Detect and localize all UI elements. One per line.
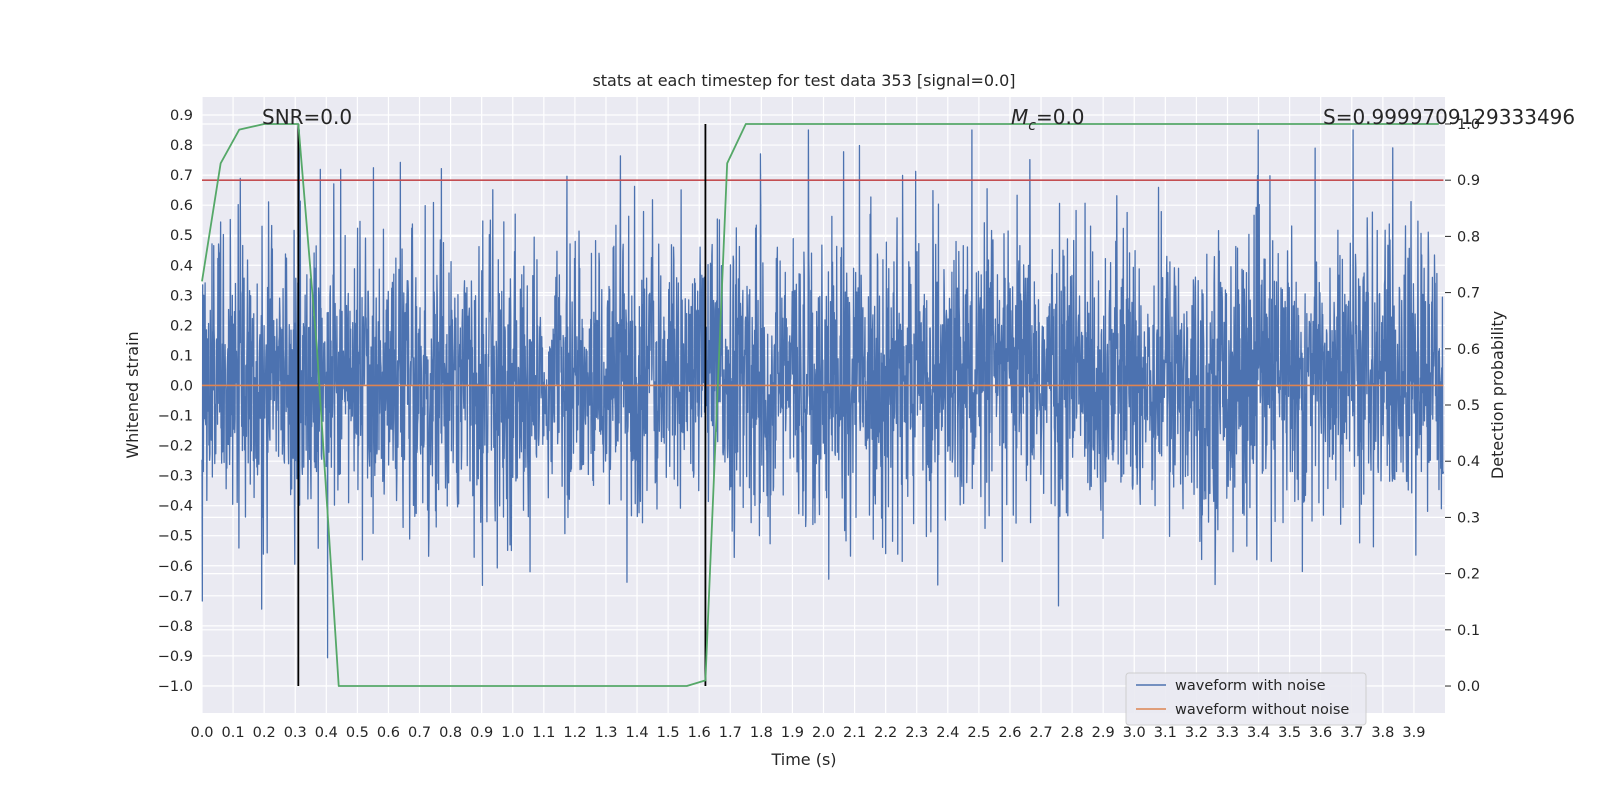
mc-subscript: c: [1028, 118, 1036, 134]
x-tick-label: 1.9: [781, 725, 804, 741]
mc-value: =0.0: [1036, 105, 1085, 129]
x-tick-label: 3.6: [1309, 725, 1332, 741]
y-tick-label: −0.1: [158, 409, 193, 425]
mc-annotation: Mc=0.0: [1011, 105, 1085, 134]
chart-title: stats at each timestep for test data 353…: [592, 71, 1015, 90]
y-tick-label: 0.5: [170, 228, 193, 244]
x-tick-label: 1.3: [594, 725, 617, 741]
y-tick-label: −0.2: [158, 439, 193, 455]
x-tick-label: 3.9: [1402, 725, 1425, 741]
x-axis-label: Time (s): [770, 750, 836, 769]
y-tick-label: −0.9: [158, 649, 193, 665]
lines-layer: [201, 123, 1444, 687]
x-tick-label: 2.9: [1092, 725, 1115, 741]
mc-symbol: M: [1011, 105, 1028, 129]
legend-label-noise: waveform with noise: [1175, 678, 1326, 694]
series-waveform-with-noise: [201, 129, 1445, 659]
x-tick-label: 0.6: [377, 725, 400, 741]
x-tick-label: 1.5: [657, 725, 680, 741]
x-tick-label: 3.3: [1216, 725, 1239, 741]
x-tick-label: 2.3: [905, 725, 928, 741]
x-tick-label: 1.2: [563, 725, 586, 741]
x-tick-label: 3.7: [1340, 725, 1363, 741]
y2-tick-label: 1.0: [1457, 117, 1480, 133]
series-detection-probability: [201, 123, 1439, 687]
y-tick-label: 0.6: [170, 198, 193, 214]
x-tick-label: 0.0: [190, 725, 213, 741]
x-tick-label: 0.9: [470, 725, 493, 741]
x-tick-label: 2.6: [998, 725, 1021, 741]
x-tick-label: 0.4: [315, 725, 338, 741]
x-tick-label: 0.3: [284, 725, 307, 741]
legend-box: [1125, 672, 1367, 726]
y2-tick-label: 0.9: [1457, 173, 1480, 189]
y-tick-label: −0.6: [158, 559, 193, 575]
y-tick-label: 0.8: [170, 138, 193, 154]
x-tick-label: 2.5: [967, 725, 990, 741]
x-tick-label: 2.4: [936, 725, 959, 741]
x-tick-label: 1.7: [719, 725, 742, 741]
x-tick-label: 2.7: [1029, 725, 1052, 741]
snr-annotation: SNR=0.0: [262, 105, 352, 129]
x-tick-label: 2.8: [1061, 725, 1084, 741]
y-tick-label: −0.4: [158, 499, 193, 515]
x-tick-label: 1.1: [532, 725, 555, 741]
y2-tick-label: 0.8: [1457, 229, 1480, 245]
y2-tick-label: 0.1: [1457, 623, 1480, 639]
x-tick-label: 2.0: [812, 725, 835, 741]
x-tick-label: 3.8: [1371, 725, 1394, 741]
y-tick-label: −0.8: [158, 619, 193, 635]
y-tick-label: −0.5: [158, 529, 193, 545]
y2-tick-label: 0.4: [1457, 454, 1480, 470]
legend: waveform with noise waveform without noi…: [1125, 672, 1367, 726]
y-tick-label: −0.7: [158, 589, 193, 605]
legend-label-clean: waveform without noise: [1175, 702, 1349, 718]
s-annotation: S=0.9999709129333496: [1323, 105, 1575, 129]
noise-series: [201, 129, 1445, 659]
x-tick-label: 3.0: [1123, 725, 1146, 741]
x-tick-label: 3.1: [1154, 725, 1177, 741]
x-tick-label: 2.1: [843, 725, 866, 741]
y2-tick-label: 0.6: [1457, 342, 1480, 358]
x-tick-label: 2.2: [874, 725, 897, 741]
y-tick-label: 0.4: [170, 258, 193, 274]
x-tick-label: 0.5: [346, 725, 369, 741]
y2-tick-label: 0.0: [1457, 679, 1480, 695]
y-tick-label: 0.0: [170, 378, 193, 394]
x-tick-label: 3.4: [1247, 725, 1270, 741]
x-tick-label: 0.2: [253, 725, 276, 741]
x-tick-label: 1.4: [626, 725, 649, 741]
y2-axis-label: Detection probability: [1488, 311, 1507, 479]
y-tick-label: 0.1: [170, 348, 193, 364]
x-tick-label: 1.6: [688, 725, 711, 741]
x-tick-label: 1.8: [750, 725, 773, 741]
y-axis-label: Whitened strain: [123, 331, 142, 458]
x-tick-label: 0.7: [408, 725, 431, 741]
y-tick-label: 0.3: [170, 288, 193, 304]
y-tick-label: −0.3: [158, 469, 193, 485]
x-tick-label: 3.2: [1185, 725, 1208, 741]
y2-tick-label: 0.2: [1457, 567, 1480, 583]
y2-tick-label: 0.3: [1457, 510, 1480, 526]
y-tick-label: −1.0: [158, 679, 193, 695]
y2-tick-label: 0.5: [1457, 398, 1480, 414]
x-tick-label: 0.8: [439, 725, 462, 741]
axes-layer: 0.0 0.1 0.2 0.3 0.4 0.5 0.6 0.7 0.8 0.9 1.0 1.1 1.2 1…: [158, 108, 1480, 741]
y-tick-label: 0.2: [170, 318, 193, 334]
x-tick-label: 0.1: [222, 725, 245, 741]
x-tick-label: 1.0: [501, 725, 524, 741]
y-tick-label: 0.7: [170, 168, 193, 184]
y-tick-label: 0.9: [170, 108, 193, 124]
x-tick-label: 3.5: [1278, 725, 1301, 741]
y2-tick-label: 0.7: [1457, 286, 1480, 302]
